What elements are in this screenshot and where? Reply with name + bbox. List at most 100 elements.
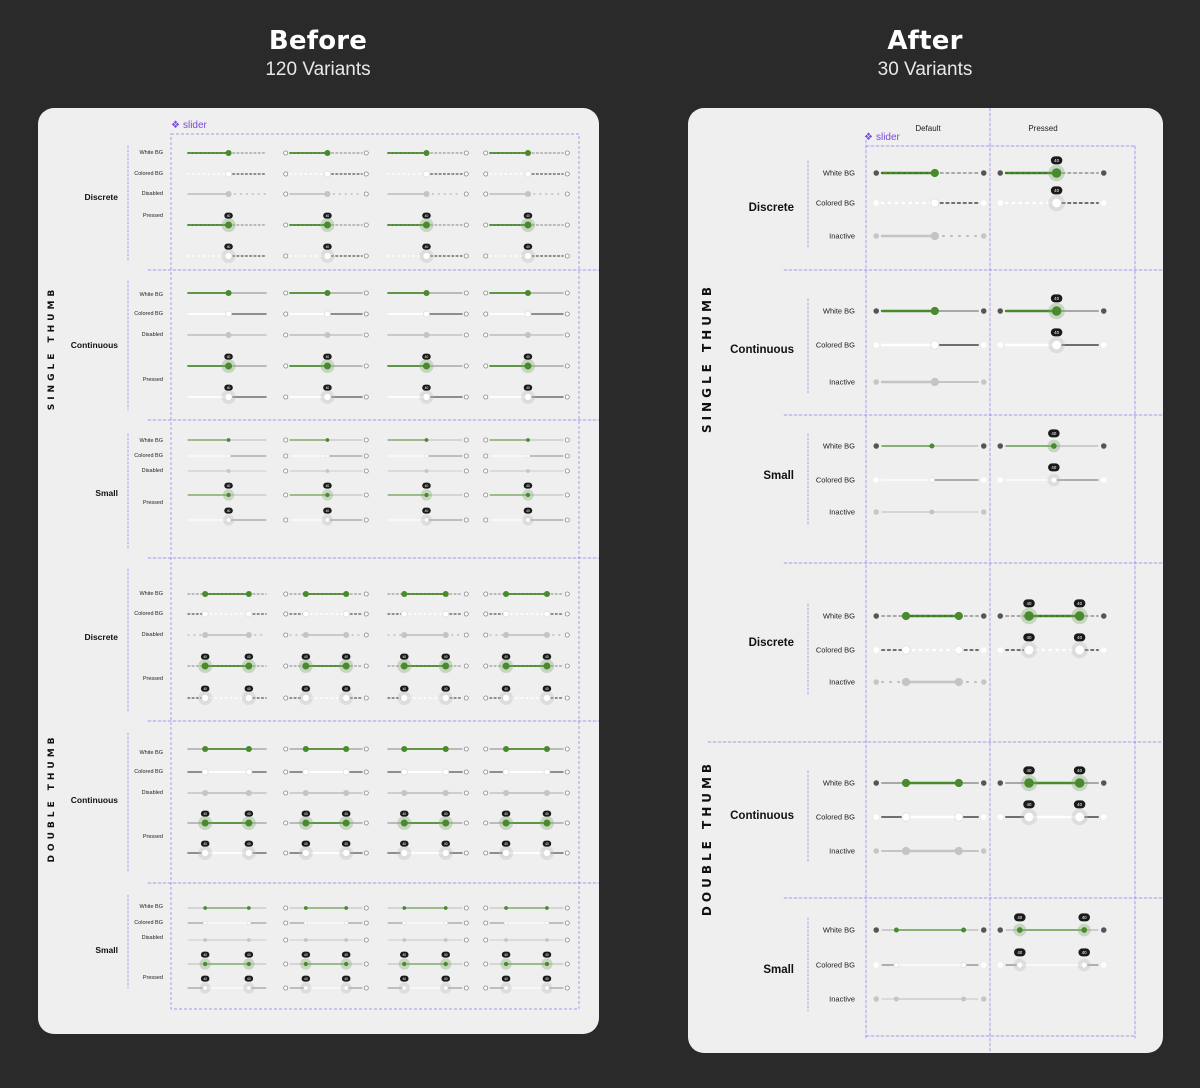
after-slider-s1-pressed-r1-start-icon[interactable] [997,170,1004,176]
before-slider-s6-c3-r2-thumb-1[interactable] [402,920,407,926]
before-slider-s6-c4-r5-thumb-1[interactable] [503,985,509,991]
before-slider-s4-c4-r4-end-icon[interactable] [564,663,570,669]
before-slider-s3-c2-r2-start-icon[interactable] [283,453,289,459]
before-slider-s3-c2-r1-thumb[interactable] [325,438,330,442]
before-slider-s1-c3-r5-end-icon[interactable] [463,253,469,259]
before-slider-s3-c4-r4-start-icon[interactable] [483,492,489,498]
before-slider-s5-c3-r2-thumb-2[interactable] [442,768,450,776]
before-slider-s6-c2-r1-end-icon[interactable] [363,905,369,911]
after-slider-s1-default-r2-end-icon[interactable] [980,200,987,206]
after-slider-s4-default-r1-thumb-2[interactable] [954,611,963,621]
before-slider-s4-c3-r5-thumb-2[interactable] [441,694,450,702]
before-slider-s1-c4-r2-end-icon[interactable] [564,171,570,177]
before-slider-s5-c2-r1-thumb-2[interactable] [343,745,350,753]
after-slider-s1-pressed-r2-thumb[interactable] [1051,197,1062,209]
before-slider-s6-c4-r4-start-icon[interactable] [483,961,489,967]
before-slider-s1-c1-r4-thumb[interactable] [225,221,233,229]
after-slider-s6-default-r3-thumb-2[interactable] [961,996,967,1002]
before-slider-s2-c4-r5-start-icon[interactable] [483,394,489,400]
after-slider-s6-default-r1-end-icon[interactable] [980,927,987,933]
before-slider-s2-c4-r4-start-icon[interactable] [483,363,489,369]
after-slider-s2-default-r3-start-icon[interactable] [873,379,880,385]
after-slider-s2-default-r1-start-icon[interactable] [873,308,880,314]
before-slider-s1-c2-r2-start-icon[interactable] [283,171,289,177]
after-slider-s6-default-r1-thumb-2[interactable] [961,927,967,933]
before-slider-s3-c4-r4-thumb[interactable] [525,492,531,498]
before-slider-s6-c2-r1-thumb-2[interactable] [344,906,349,910]
before-slider-s2-c4-r1-end-icon[interactable] [564,290,570,296]
before-slider-s1-c4-r3-start-icon[interactable] [483,191,489,197]
before-slider-s1-c4-r3-thumb[interactable] [524,190,532,198]
after-slider-s2-pressed-r1-start-icon[interactable] [997,308,1004,314]
before-slider-s4-c2-r4-thumb-1[interactable] [302,662,310,670]
before-slider-s4-c2-r2-start-icon[interactable] [283,611,289,617]
before-slider-s4-c2-r5-end-icon[interactable] [363,695,369,701]
before-slider-s2-c2-r2-start-icon[interactable] [283,311,289,317]
after-slider-s1-default-r3-start-icon[interactable] [873,233,880,239]
before-slider-s5-c1-r1-thumb-1[interactable] [202,745,209,753]
before-slider-s6-c1-r1-thumb-1[interactable] [203,906,208,910]
after-slider-s5-pressed-r1-end-icon[interactable] [1100,780,1107,786]
before-slider-s3-c3-r5-thumb[interactable] [424,517,429,523]
before-slider-s6-c3-r5-thumb-2[interactable] [443,985,449,991]
after-slider-s3-default-r2-thumb[interactable] [929,477,935,483]
before-slider-s1-c3-r4-thumb[interactable] [422,221,430,229]
before-slider-s4-c4-r5-start-icon[interactable] [483,695,489,701]
before-slider-s2-c4-r3-thumb[interactable] [524,331,532,339]
after-slider-s5-pressed-r1-thumb-2[interactable] [1074,778,1085,788]
before-slider-s6-c2-r4-start-icon[interactable] [283,961,289,967]
after-slider-s6-default-r3-end-icon[interactable] [980,996,987,1002]
after-slider-s4-pressed-r1-thumb-1[interactable] [1024,611,1034,621]
before-slider-s2-c2-r5-end-icon[interactable] [363,394,369,400]
before-slider-s1-c2-r5-end-icon[interactable] [363,253,369,259]
before-slider-s5-c1-r1-thumb-2[interactable] [245,745,252,753]
before-slider-s5-c2-r2-start-icon[interactable] [283,769,289,775]
before-slider-s1-c4-r4-thumb[interactable] [524,221,532,229]
before-slider-s3-c1-r4-thumb[interactable] [226,492,231,498]
before-slider-s6-c4-r5-thumb-2[interactable] [544,985,550,991]
before-slider-s4-c2-r1-thumb-2[interactable] [343,590,350,598]
after-slider-s6-pressed-r2-thumb-1[interactable] [1016,961,1024,969]
after-slider-s5-pressed-r2-thumb-2[interactable] [1074,811,1085,823]
before-slider-s3-c2-r1-end-icon[interactable] [363,437,369,443]
before-slider-s2-c2-r1-start-icon[interactable] [283,290,289,296]
before-slider-s4-c1-r4-thumb-2[interactable] [245,662,253,670]
before-slider-s5-c1-r3-thumb-2[interactable] [245,789,252,797]
before-slider-s4-c4-r1-start-icon[interactable] [483,591,489,597]
before-slider-s1-c1-r3-thumb[interactable] [225,190,232,198]
after-slider-s6-default-r2-thumb-2[interactable] [960,962,967,968]
before-slider-s6-c2-r3-thumb-1[interactable] [303,938,308,942]
before-slider-s3-c4-r2-thumb[interactable] [525,453,531,459]
before-slider-s2-c4-r4-end-icon[interactable] [564,363,570,369]
before-slider-s3-c2-r4-thumb[interactable] [325,492,330,498]
before-slider-s4-c1-r3-thumb-1[interactable] [202,631,209,639]
before-slider-s6-c2-r4-thumb-1[interactable] [303,961,308,967]
after-slider-s2-default-r1-thumb[interactable] [930,306,939,316]
after-slider-s1-default-r1-thumb[interactable] [930,168,939,178]
after-slider-s4-default-r1-end-icon[interactable] [980,613,987,619]
after-slider-s5-default-r1-thumb-1[interactable] [901,778,911,788]
before-slider-s5-c3-r1-thumb-2[interactable] [442,745,449,753]
after-slider-s5-default-r1-thumb-2[interactable] [954,778,963,788]
before-slider-s5-c3-r1-thumb-1[interactable] [401,745,408,753]
before-slider-s4-c2-r4-start-icon[interactable] [283,663,289,669]
before-slider-s2-c4-r5-thumb[interactable] [524,393,532,401]
after-slider-s4-pressed-r2-thumb-2[interactable] [1074,644,1085,656]
before-slider-s3-c4-r1-thumb[interactable] [526,438,530,442]
before-slider-s3-c1-r3-thumb[interactable] [226,469,231,473]
before-slider-s6-c3-r1-thumb-2[interactable] [443,906,448,910]
after-slider-s4-default-r2-start-icon[interactable] [873,647,880,653]
before-slider-s6-c4-r2-end-icon[interactable] [564,920,570,926]
before-slider-s4-c4-r1-end-icon[interactable] [564,591,570,597]
before-slider-s4-c2-r4-end-icon[interactable] [363,663,369,669]
before-slider-s3-c2-r4-start-icon[interactable] [283,492,289,498]
before-slider-s5-c4-r1-start-icon[interactable] [483,746,489,752]
after-slider-s3-pressed-r2-end-icon[interactable] [1100,477,1107,483]
before-slider-s3-c3-r4-thumb[interactable] [424,492,429,498]
before-slider-s2-c2-r4-thumb[interactable] [323,362,331,370]
before-slider-s6-c2-r2-start-icon[interactable] [283,920,289,926]
before-slider-s6-c3-r1-thumb-1[interactable] [402,906,407,910]
before-slider-s3-c4-r2-start-icon[interactable] [483,453,489,459]
after-slider-s1-pressed-r2-end-icon[interactable] [1100,200,1107,206]
before-slider-s6-c3-r3-thumb-2[interactable] [443,938,448,942]
